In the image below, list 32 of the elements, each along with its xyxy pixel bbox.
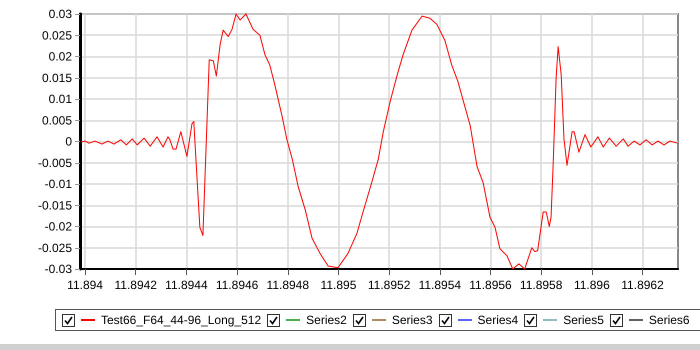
x-tick-label: 11.8944 (165, 278, 208, 292)
y-tick-label: -0.025 (38, 240, 72, 255)
legend-label: Series2 (306, 313, 347, 327)
x-tick-label: 11.8956 (469, 278, 512, 292)
legend-label: Series4 (478, 313, 518, 327)
y-tick-label: 0.02 (48, 50, 72, 64)
legend-label: Series6 (648, 313, 690, 327)
legend-label: Test66_F64_44-96_Long_512 (101, 313, 262, 327)
x-tick-label: 11.8962 (621, 278, 664, 292)
y-tick-label: -0.02 (44, 220, 72, 234)
x-tick-label: 11.8942 (114, 278, 158, 292)
line-series (80, 14, 678, 270)
x-tick-label: 11.8946 (216, 278, 259, 292)
y-tick-label: -0.03 (44, 262, 72, 276)
y-tick-label: -0.005 (38, 156, 72, 170)
legend-label: Series5 (563, 313, 604, 327)
x-tick-label: 11.895 (320, 278, 357, 292)
x-tick-label: 11.8958 (520, 278, 563, 292)
y-tick-label: 0 (65, 134, 72, 148)
y-tick-label: 0.005 (42, 113, 72, 128)
legend-label: Series3 (392, 313, 433, 327)
y-tick-label: 0.03 (48, 7, 72, 21)
x-tick-label: 11.894 (67, 278, 104, 292)
y-tick-label: 0.025 (42, 28, 72, 42)
x-tick-label: 11.8954 (418, 278, 462, 292)
x-tick-label: 11.8948 (266, 278, 310, 292)
x-tick-label: 11.896 (574, 278, 610, 292)
x-tick-label: 11.8952 (368, 278, 411, 292)
y-tick-label: 0.015 (42, 70, 72, 85)
y-tick-label: -0.01 (44, 177, 72, 191)
y-tick-label: 0.01 (48, 92, 72, 106)
y-tick-label: -0.015 (38, 198, 72, 212)
